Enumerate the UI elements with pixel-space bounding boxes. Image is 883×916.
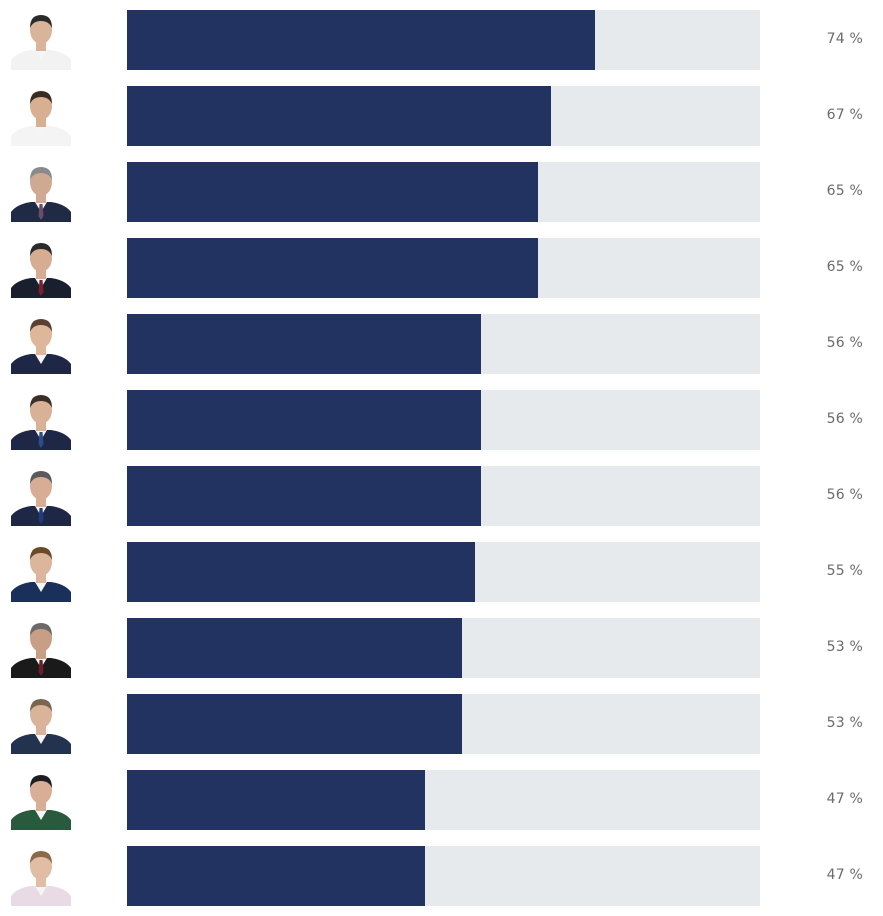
- bar-track: [127, 314, 760, 374]
- chart-row: 56 %: [0, 390, 883, 450]
- bar: [127, 162, 538, 222]
- value-label: 47 %: [826, 791, 863, 807]
- chart-row: 47 %: [0, 770, 883, 830]
- portrait-icon: [11, 694, 71, 754]
- bar: [127, 466, 481, 526]
- chart-row: 67 %: [0, 86, 883, 146]
- bar-track: [127, 390, 760, 450]
- portrait-icon: [11, 390, 71, 450]
- bar: [127, 10, 595, 70]
- bar-track: [127, 542, 760, 602]
- chart-row: 65 %: [0, 238, 883, 298]
- bar: [127, 770, 425, 830]
- bar-track: [127, 10, 760, 70]
- bar-track: [127, 162, 760, 222]
- portrait-icon: [11, 770, 71, 830]
- value-label: 74 %: [826, 31, 863, 47]
- bar-track: [127, 694, 760, 754]
- portrait-icon: [11, 86, 71, 146]
- portrait-icon: [11, 846, 71, 906]
- chart-row: 56 %: [0, 314, 883, 374]
- value-label: 47 %: [826, 867, 863, 883]
- chart-row: 53 %: [0, 618, 883, 678]
- portrait-icon: [11, 618, 71, 678]
- bar-track: [127, 466, 760, 526]
- bar-track: [127, 770, 760, 830]
- value-label: 53 %: [826, 639, 863, 655]
- bar: [127, 390, 481, 450]
- chart-row: 53 %: [0, 694, 883, 754]
- bar: [127, 314, 481, 374]
- bar: [127, 86, 551, 146]
- value-label: 67 %: [826, 107, 863, 123]
- value-label: 65 %: [826, 183, 863, 199]
- value-label: 53 %: [826, 715, 863, 731]
- portrait-icon: [11, 162, 71, 222]
- chart-row: 65 %: [0, 162, 883, 222]
- portrait-icon: [11, 10, 71, 70]
- portrait-icon: [11, 542, 71, 602]
- bar-track: [127, 846, 760, 906]
- bar: [127, 238, 538, 298]
- chart-row: 55 %: [0, 542, 883, 602]
- portrait-icon: [11, 238, 71, 298]
- bar-track: [127, 618, 760, 678]
- portrait-icon: [11, 466, 71, 526]
- bar-track: [127, 86, 760, 146]
- value-label: 56 %: [826, 487, 863, 503]
- bar-track: [127, 238, 760, 298]
- bar: [127, 694, 462, 754]
- chart-row: 74 %: [0, 10, 883, 70]
- value-label: 56 %: [826, 411, 863, 427]
- chart-row: 56 %: [0, 466, 883, 526]
- value-label: 55 %: [826, 563, 863, 579]
- chart-row: 47 %: [0, 846, 883, 906]
- portrait-icon: [11, 314, 71, 374]
- bar: [127, 618, 462, 678]
- value-label: 65 %: [826, 259, 863, 275]
- bar: [127, 846, 425, 906]
- bar: [127, 542, 475, 602]
- value-label: 56 %: [826, 335, 863, 351]
